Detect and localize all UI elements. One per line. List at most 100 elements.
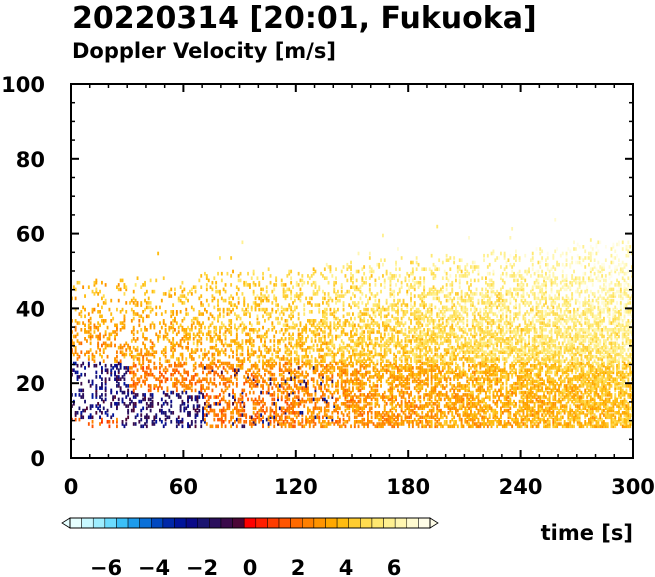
echo-cell <box>395 310 397 314</box>
echo-cell <box>357 406 360 411</box>
echo-cell <box>119 287 122 292</box>
echo-cell <box>337 334 339 339</box>
echo-cell <box>421 337 424 341</box>
echo-cell <box>303 393 306 397</box>
echo-cell <box>397 278 399 283</box>
echo-cell <box>434 417 437 422</box>
echo-cell <box>308 310 311 314</box>
echo-cell <box>174 287 176 292</box>
echo-cell <box>352 402 354 406</box>
echo-cell <box>243 280 246 285</box>
echo-cell <box>449 388 452 393</box>
echo-cell <box>361 278 364 283</box>
echo-cell <box>235 411 238 415</box>
echo-cell <box>290 372 293 377</box>
echo-cell <box>471 424 474 429</box>
echo-cell <box>417 395 420 399</box>
echo-cell <box>260 384 263 388</box>
echo-cell <box>404 359 407 363</box>
echo-cell <box>200 294 203 298</box>
echo-cell <box>256 363 259 368</box>
echo-cell <box>361 350 364 354</box>
echo-cell <box>247 271 249 276</box>
echo-cell <box>140 363 143 368</box>
echo-cell <box>380 361 382 366</box>
echo-cell <box>344 363 347 368</box>
echo-cell <box>367 417 369 422</box>
echo-cell <box>258 379 261 384</box>
echo-cell <box>145 377 148 381</box>
echo-cell <box>370 316 373 321</box>
echo-cell <box>368 283 371 287</box>
echo-cell <box>275 404 278 408</box>
echo-cell <box>323 296 326 301</box>
echo-cell <box>189 386 191 390</box>
echo-cell <box>110 319 113 323</box>
echo-cell <box>322 348 324 352</box>
echo-cell <box>308 276 311 280</box>
echo-cell <box>198 395 201 399</box>
echo-cell <box>145 413 148 417</box>
echo-cell <box>436 323 439 328</box>
echo-cell <box>189 395 191 399</box>
echo-cell <box>353 316 356 321</box>
echo-cell <box>159 321 161 325</box>
echo-cell <box>307 406 309 411</box>
echo-cell <box>144 280 146 285</box>
echo-cell <box>391 399 394 404</box>
echo-cell <box>408 408 411 413</box>
echo-cell <box>359 337 362 341</box>
echo-cell <box>222 332 225 337</box>
echo-cell <box>464 413 467 417</box>
echo-cell <box>219 256 221 260</box>
echo-cell <box>241 359 244 363</box>
echo-cell <box>170 348 173 352</box>
echo-cell <box>249 381 251 386</box>
echo-cell <box>84 372 86 377</box>
echo-cell <box>440 422 442 426</box>
echo-cell <box>423 343 426 348</box>
echo-cell <box>318 303 321 307</box>
echo-cell <box>224 361 227 366</box>
echo-cell <box>153 417 156 422</box>
echo-cell <box>436 384 439 388</box>
echo-cell <box>234 397 236 402</box>
echo-cell <box>466 372 469 377</box>
echo-cell <box>134 298 137 303</box>
echo-cell <box>327 377 330 381</box>
echo-cell <box>338 368 341 372</box>
echo-cell <box>395 325 397 330</box>
echo-cell <box>202 370 204 375</box>
echo-cell <box>202 303 204 307</box>
echo-cell <box>327 294 330 298</box>
echo-cell <box>327 280 330 285</box>
echo-cell <box>327 292 330 296</box>
echo-cell <box>353 352 356 357</box>
echo-cell <box>453 319 456 323</box>
echo-cell <box>462 386 465 390</box>
echo-cell <box>449 408 452 413</box>
echo-cell <box>348 343 351 348</box>
echo-cell <box>170 354 173 359</box>
echo-cell <box>404 343 407 348</box>
echo-cell <box>393 334 396 339</box>
echo-cell <box>87 319 90 323</box>
echo-cell <box>142 379 145 384</box>
echo-cell <box>380 343 382 348</box>
echo-cell <box>205 377 208 381</box>
echo-cell <box>132 296 135 301</box>
echo-cell <box>389 361 392 366</box>
echo-cell <box>145 366 148 370</box>
echo-cell <box>76 332 79 337</box>
echo-cell <box>198 354 201 359</box>
echo-cell <box>340 361 343 366</box>
echo-cell <box>151 393 154 397</box>
echo-cell <box>475 424 478 429</box>
echo-cell <box>415 321 418 325</box>
echo-cell <box>393 359 396 363</box>
echo-cell <box>447 316 450 321</box>
echo-cell <box>132 406 135 411</box>
echo-cell <box>455 305 457 310</box>
echo-cell <box>436 289 439 294</box>
echo-cell <box>168 415 171 420</box>
